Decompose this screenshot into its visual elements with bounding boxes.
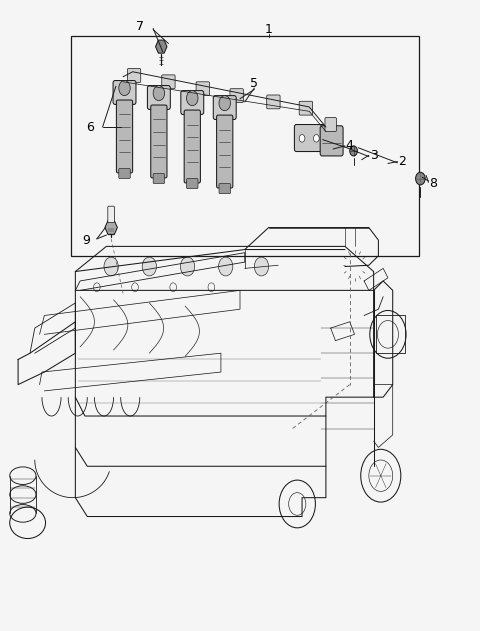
FancyBboxPatch shape bbox=[267, 95, 280, 109]
FancyBboxPatch shape bbox=[294, 124, 324, 151]
Circle shape bbox=[254, 257, 269, 276]
FancyBboxPatch shape bbox=[113, 81, 136, 104]
Circle shape bbox=[142, 257, 156, 276]
Text: 7: 7 bbox=[136, 20, 144, 33]
FancyBboxPatch shape bbox=[116, 100, 132, 173]
FancyBboxPatch shape bbox=[162, 75, 175, 89]
FancyBboxPatch shape bbox=[153, 174, 165, 184]
Text: 1: 1 bbox=[264, 23, 273, 36]
FancyBboxPatch shape bbox=[213, 96, 236, 119]
FancyBboxPatch shape bbox=[108, 206, 115, 223]
FancyBboxPatch shape bbox=[196, 82, 209, 96]
Circle shape bbox=[416, 172, 425, 185]
FancyBboxPatch shape bbox=[216, 115, 233, 188]
Circle shape bbox=[218, 257, 233, 276]
FancyBboxPatch shape bbox=[151, 105, 167, 178]
Circle shape bbox=[299, 134, 305, 142]
Text: 2: 2 bbox=[398, 155, 406, 168]
Circle shape bbox=[219, 96, 230, 110]
Text: 8: 8 bbox=[429, 177, 437, 190]
Text: 9: 9 bbox=[83, 233, 90, 247]
FancyBboxPatch shape bbox=[187, 179, 198, 189]
FancyBboxPatch shape bbox=[320, 126, 343, 156]
FancyBboxPatch shape bbox=[119, 168, 130, 179]
Circle shape bbox=[313, 134, 319, 142]
FancyBboxPatch shape bbox=[325, 117, 336, 131]
FancyBboxPatch shape bbox=[184, 110, 200, 183]
FancyBboxPatch shape bbox=[299, 102, 312, 115]
FancyBboxPatch shape bbox=[219, 184, 230, 194]
Circle shape bbox=[187, 91, 198, 105]
Circle shape bbox=[350, 146, 358, 156]
Text: 5: 5 bbox=[250, 76, 258, 90]
FancyBboxPatch shape bbox=[181, 91, 204, 114]
FancyBboxPatch shape bbox=[230, 89, 243, 102]
Text: 6: 6 bbox=[86, 121, 94, 134]
Text: 3: 3 bbox=[370, 149, 378, 162]
Text: 4: 4 bbox=[346, 139, 354, 152]
Circle shape bbox=[104, 257, 118, 276]
FancyBboxPatch shape bbox=[127, 69, 141, 83]
FancyBboxPatch shape bbox=[147, 86, 170, 109]
Circle shape bbox=[119, 81, 130, 96]
Circle shape bbox=[153, 86, 165, 101]
Circle shape bbox=[180, 257, 195, 276]
Bar bbox=[71, 36, 419, 256]
